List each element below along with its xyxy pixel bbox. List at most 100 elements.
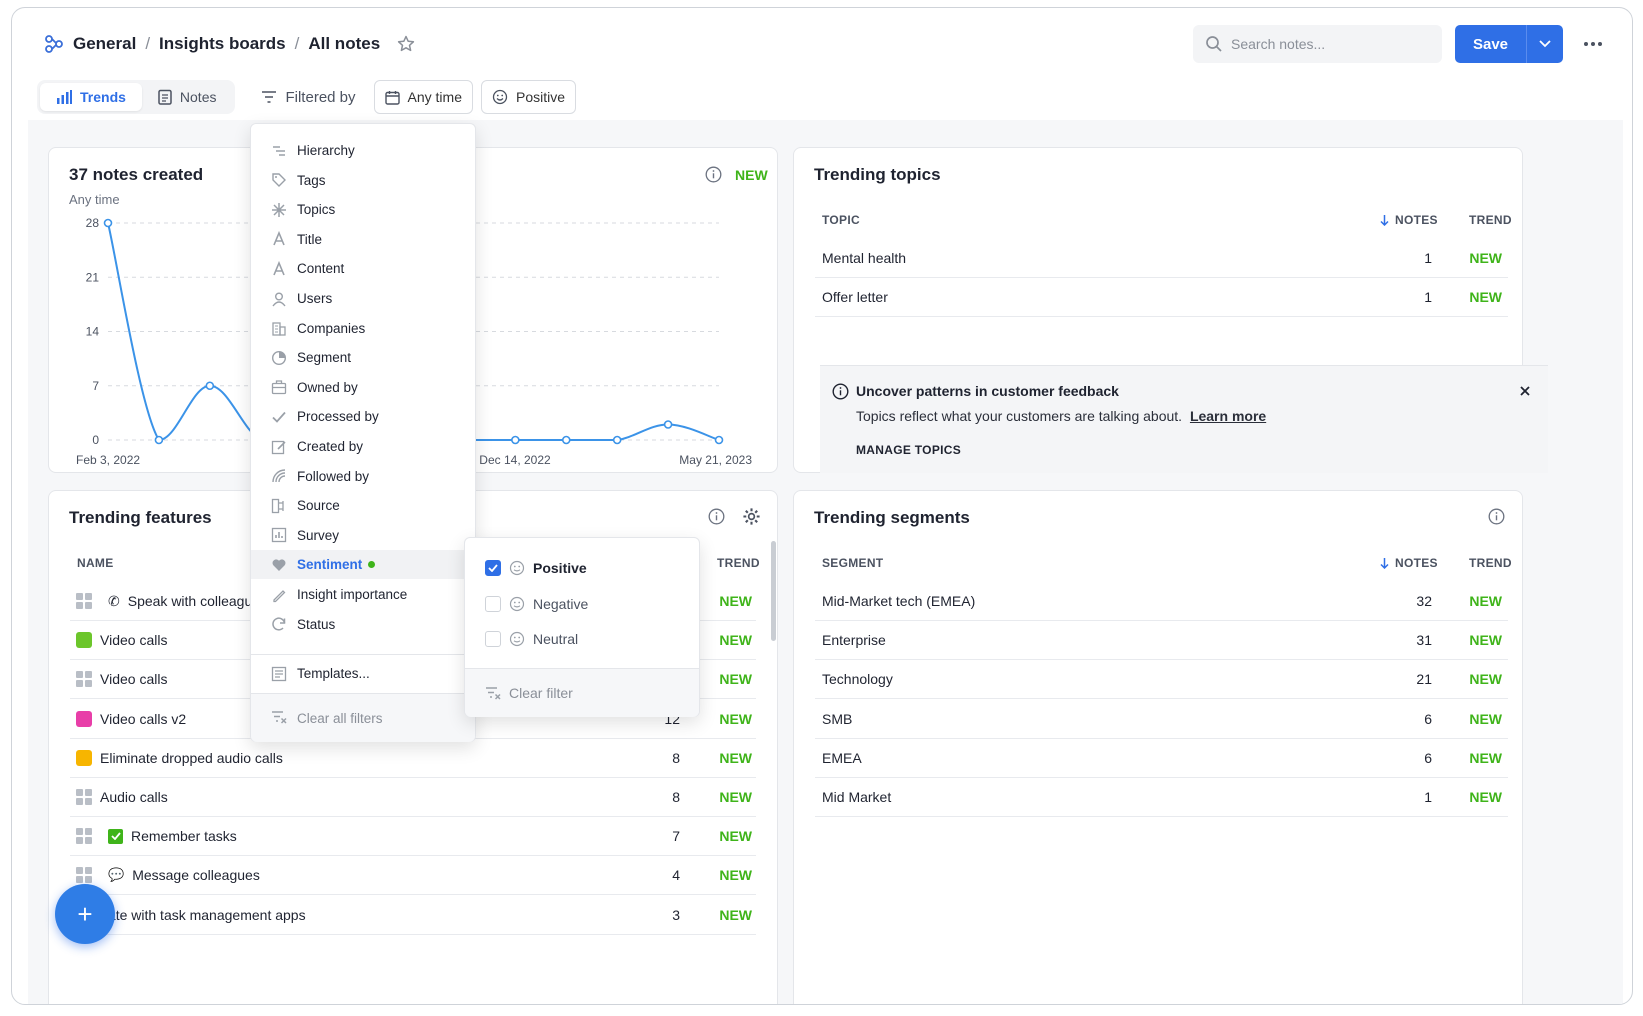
- table-row[interactable]: Audio calls 8 NEW: [70, 778, 756, 817]
- table-row[interactable]: Mental health 1 NEW: [815, 239, 1508, 278]
- filter-option-followed-by[interactable]: Followed by: [251, 462, 475, 491]
- table-row[interactable]: Mid Market 1 NEW: [815, 778, 1508, 817]
- clear-filter-icon: [272, 711, 287, 724]
- checkbox[interactable]: [485, 595, 501, 612]
- row-trend-badge: NEW: [719, 710, 752, 727]
- table-row[interactable]: Offer letter 1 NEW: [815, 278, 1508, 318]
- filter-option-label: Sentiment: [297, 557, 363, 573]
- save-button[interactable]: Save: [1455, 25, 1527, 63]
- table-row[interactable]: 💬 Message colleagues 4 NEW: [70, 856, 756, 896]
- trending-features-title: Trending features: [69, 508, 212, 527]
- topics-callout: Uncover patterns in customer feedback To…: [820, 365, 1548, 473]
- filter-option-users[interactable]: Users: [251, 284, 475, 313]
- row-trend-badge: NEW: [719, 828, 752, 845]
- data-point[interactable]: [205, 381, 215, 391]
- learn-more-link[interactable]: Learn more: [1189, 408, 1267, 424]
- sentiment-filter-chip[interactable]: Positive: [480, 80, 577, 114]
- checkbox[interactable]: [485, 631, 501, 647]
- filter-option-content[interactable]: Content: [251, 254, 475, 283]
- breadcrumb-middle[interactable]: Insights boards: [159, 34, 286, 53]
- filter-option-title[interactable]: Title: [251, 225, 475, 254]
- top-bar: General / Insights boards / All notes Sa…: [12, 8, 1632, 80]
- clear-filter-button[interactable]: Clear filter: [465, 669, 699, 717]
- filter-option-label: Insight importance: [297, 587, 408, 602]
- feature-grid-icon: [76, 593, 92, 609]
- segment-notes-column-header[interactable]: NOTES: [1380, 556, 1438, 570]
- settings-gear-icon[interactable]: [742, 507, 761, 526]
- sort-down-arrow-icon: [1380, 557, 1389, 569]
- info-icon[interactable]: [708, 508, 725, 525]
- y-tick-label: 7: [92, 379, 99, 393]
- data-point[interactable]: [663, 420, 673, 429]
- chevron-down-icon: [1539, 40, 1551, 48]
- tab-notes[interactable]: Notes: [142, 83, 233, 111]
- table-row[interactable]: Technology 21 NEW: [815, 660, 1508, 700]
- filter-option-status[interactable]: Status: [251, 610, 475, 639]
- row-trend-badge: NEW: [1469, 671, 1502, 688]
- filter-option-created-by[interactable]: Created by: [251, 432, 475, 461]
- data-point[interactable]: [103, 218, 113, 228]
- edit-icon: [271, 440, 286, 454]
- row-name: SMB: [822, 710, 853, 727]
- scrollbar[interactable]: [771, 541, 776, 641]
- more-options-button[interactable]: [1582, 34, 1604, 54]
- filter-option-source[interactable]: Source: [251, 491, 475, 520]
- filter-option-sentiment[interactable]: Sentiment: [251, 550, 475, 580]
- table-row[interactable]: EMEA 6 NEW: [815, 739, 1508, 778]
- row-name: Offer letter: [822, 289, 888, 306]
- heart-icon: [272, 559, 286, 571]
- data-point[interactable]: [561, 435, 571, 445]
- filter-option-insight-importance[interactable]: Insight importance: [251, 580, 475, 609]
- row-trend-badge: NEW: [719, 906, 752, 923]
- filter-option-label: Tags: [297, 172, 326, 188]
- sentiment-option-negative[interactable]: Negative: [485, 591, 588, 617]
- filter-option-companies[interactable]: Companies: [251, 314, 475, 343]
- time-filter-chip[interactable]: Any time: [373, 80, 473, 114]
- info-icon[interactable]: [1488, 508, 1505, 525]
- topic-notes-column-header[interactable]: NOTES: [1380, 213, 1438, 227]
- data-point[interactable]: [612, 435, 622, 445]
- close-icon[interactable]: [1519, 385, 1531, 397]
- filter-option-owned-by[interactable]: Owned by: [251, 373, 475, 402]
- filter-option-survey[interactable]: Survey: [251, 521, 475, 550]
- trending-segments-card: Trending segments SEGMENT NOTES TREND Mi…: [793, 490, 1523, 1004]
- clear-all-filters-button[interactable]: Clear all filters: [251, 694, 475, 742]
- filtered-by-button[interactable]: Filtered by: [243, 89, 365, 106]
- table-row[interactable]: Eliminate dropped audio calls 8 NEW: [70, 739, 756, 778]
- info-icon[interactable]: [705, 166, 722, 183]
- table-row[interactable]: Remember tasks 7 NEW: [70, 817, 756, 857]
- row-notes-count: 32: [1416, 593, 1432, 609]
- search-input[interactable]: [1231, 36, 1431, 52]
- text-icon: [273, 260, 285, 276]
- search-box[interactable]: [1193, 25, 1442, 63]
- filter-option-processed-by[interactable]: Processed by: [251, 402, 475, 431]
- favorite-star-icon[interactable]: [396, 34, 416, 54]
- smiley-icon: [509, 631, 525, 647]
- tab-trends[interactable]: Trends: [40, 83, 142, 111]
- data-point[interactable]: [154, 435, 164, 445]
- table-row[interactable]: SMB 6 NEW: [815, 700, 1508, 739]
- manage-topics-button[interactable]: MANAGE TOPICS: [856, 443, 962, 457]
- templates-option[interactable]: Templates...: [251, 659, 475, 688]
- sentiment-filter-label: Positive: [515, 89, 566, 105]
- row-trend-badge: NEW: [1469, 593, 1502, 609]
- table-row[interactable]: Enterprise 31 NEW: [815, 621, 1508, 661]
- sentiment-option-neutral[interactable]: Neutral: [485, 626, 578, 652]
- data-point[interactable]: [511, 435, 520, 445]
- table-row[interactable]: ntegrate with task management apps 3 NEW: [70, 896, 756, 935]
- row-trend-badge: NEW: [1469, 289, 1502, 306]
- filter-option-topics[interactable]: Topics: [251, 195, 475, 224]
- checkbox[interactable]: [485, 560, 501, 576]
- sentiment-option-positive[interactable]: Positive: [485, 555, 587, 581]
- data-point[interactable]: [714, 435, 724, 445]
- trending-segments-title: Trending segments: [814, 508, 970, 527]
- add-note-button[interactable]: +: [55, 884, 115, 944]
- filter-option-tags[interactable]: Tags: [251, 166, 475, 195]
- save-options-button[interactable]: [1527, 25, 1563, 63]
- breadcrumb-root[interactable]: General: [73, 34, 137, 53]
- phone-icon: ✆: [108, 592, 120, 609]
- table-row[interactable]: Mid-Market tech (EMEA) 32 NEW: [815, 582, 1508, 621]
- row-name: Video calls v2: [100, 710, 187, 727]
- filter-option-segment[interactable]: Segment: [251, 343, 475, 372]
- filter-option-hierarchy[interactable]: Hierarchy: [251, 136, 475, 165]
